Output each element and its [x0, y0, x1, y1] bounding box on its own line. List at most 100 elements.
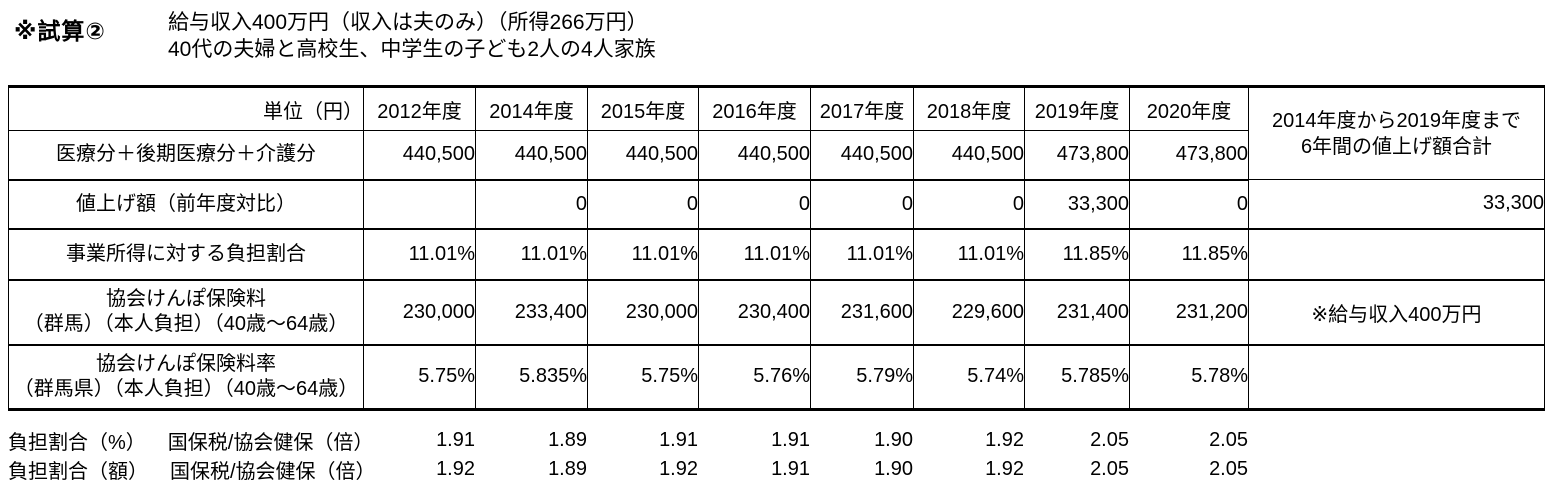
- value-cell: 5.79%: [810, 344, 914, 411]
- table-header-row: 単位（円） 2012年度 2014年度 2015年度 2016年度 2017年度…: [8, 85, 1545, 180]
- value-cell: 0: [475, 179, 588, 230]
- value-cell: 230,000: [363, 279, 476, 346]
- ratio-value: 1.89: [548, 429, 587, 451]
- year-header-2017: 2017年度: [810, 85, 914, 131]
- value-cell: 5.78%: [1129, 344, 1249, 411]
- value-cell: 440,500: [475, 130, 588, 181]
- total-header-line-1: 2014年度から2019年度まで: [1272, 109, 1521, 132]
- year-header-2019: 2019年度: [1024, 85, 1130, 131]
- value-cell: 0: [698, 179, 811, 230]
- value-cell: 11.01%: [475, 228, 588, 281]
- ratio-value: 1.90: [874, 458, 913, 480]
- ratio-label-part-2: 国保税/協会健保（倍）: [167, 432, 374, 454]
- ratio-row-label: 負担割合（%） 国保税/協会健保（倍）: [8, 426, 373, 455]
- value-cell: 473,800: [1129, 130, 1249, 181]
- value-cell: 33,300: [1024, 179, 1130, 230]
- value-cell: 0: [913, 179, 1025, 230]
- value-cell: 5.785%: [1024, 344, 1130, 411]
- value-cell: 440,500: [698, 130, 811, 181]
- value-cell: 230,000: [587, 279, 699, 346]
- total-increase-header-cell: 2014年度から2019年度まで 6年間の値上げ額合計: [1248, 85, 1545, 180]
- value-cell: 233,400: [475, 279, 588, 346]
- row-burden-ratio: 事業所得に対する負担割合 11.01% 11.01% 11.01% 11.01%…: [8, 228, 1545, 281]
- value-cell: 229,600: [913, 279, 1025, 346]
- burden-ratio-summary: 負担割合（%） 国保税/協会健保（倍） 1.91 1.89 1.91 1.91 1…: [8, 426, 1248, 484]
- value-cell: 11.01%: [698, 228, 811, 281]
- value-cell: 231,400: [1024, 279, 1130, 346]
- value-cell: 0: [810, 179, 914, 230]
- value-cell: 231,600: [810, 279, 914, 346]
- empty-side-cell: [1248, 344, 1545, 411]
- total-increase-value: 33,300: [1248, 179, 1545, 230]
- description-line-2: 40代の夫婦と高校生、中学生の子ども2人の4人家族: [168, 38, 656, 61]
- year-header-2018: 2018年度: [913, 85, 1025, 131]
- value-cell: 5.76%: [698, 344, 811, 411]
- row-label: 協会けんぽ保険料率 （群馬県）（本人負担）（40歳～64歳）: [8, 344, 364, 411]
- year-header-2016: 2016年度: [698, 85, 811, 131]
- value-cell: 11.01%: [810, 228, 914, 281]
- ratio-value: 1.92: [985, 458, 1024, 480]
- description-line-1: 給与収入400万円（収入は夫のみ）（所得266万円）: [168, 11, 648, 34]
- value-cell: 0: [1129, 179, 1249, 230]
- ratio-row-amount: 負担割合（額） 国保税/協会健保（倍） 1.92 1.89 1.92 1.91 1…: [8, 455, 1248, 484]
- page-description: 給与収入400万円（収入は夫のみ）（所得266万円） 40代の夫婦と高校生、中学…: [168, 9, 656, 63]
- ratio-value: 1.89: [548, 458, 587, 480]
- page-title: ※試算②: [14, 18, 106, 44]
- value-cell: 440,500: [810, 130, 914, 181]
- ratio-value: 2.05: [1209, 429, 1248, 451]
- row-kyokai-kenpo-rate: 協会けんぽ保険料率 （群馬県）（本人負担）（40歳～64歳） 5.75% 5.8…: [8, 344, 1545, 411]
- row-label-line-1: 協会けんぽ保険料率: [96, 352, 276, 375]
- value-cell: 473,800: [1024, 130, 1130, 181]
- row-label-line-2: （群馬県）（本人負担）（40歳～64歳）: [13, 377, 359, 400]
- value-cell: 0: [587, 179, 699, 230]
- row-label: 事業所得に対する負担割合: [8, 228, 364, 281]
- value-cell: 440,500: [363, 130, 476, 181]
- row-label: 医療分＋後期医療分＋介護分: [8, 130, 364, 181]
- ratio-value: 1.91: [659, 429, 698, 451]
- ratio-value: 2.05: [1209, 458, 1248, 480]
- year-header-2012: 2012年度: [363, 85, 476, 131]
- row-price-increase: 値上げ額（前年度対比） 0 0 0 0 0 33,300 0 33,300: [8, 179, 1545, 230]
- row-medical-total: 医療分＋後期医療分＋介護分 440,500 440,500 440,500 44…: [8, 130, 1545, 181]
- ratio-value: 1.91: [771, 429, 810, 451]
- value-cell: 5.75%: [587, 344, 699, 411]
- value-cell: 440,500: [587, 130, 699, 181]
- ratio-value: 1.92: [985, 429, 1024, 451]
- ratio-value: 1.91: [436, 429, 475, 451]
- unit-label-cell: 単位（円）: [8, 85, 364, 131]
- ratio-value: 1.90: [874, 429, 913, 451]
- estimate-table: 単位（円） 2012年度 2014年度 2015年度 2016年度 2017年度…: [8, 85, 1545, 411]
- empty-side-cell: [1248, 228, 1545, 281]
- ratio-value: 1.92: [436, 458, 475, 480]
- row-kyokai-kenpo-premium: 協会けんぽ保険料 （群馬）（本人負担）（40歳～64歳） 230,000 233…: [8, 279, 1545, 346]
- value-cell: 5.835%: [475, 344, 588, 411]
- row-label-line-1: 協会けんぽ保険料: [106, 288, 266, 310]
- ratio-row-percent: 負担割合（%） 国保税/協会健保（倍） 1.91 1.89 1.91 1.91 1…: [8, 426, 1248, 455]
- value-cell: 11.85%: [1129, 228, 1249, 281]
- year-header-2020: 2020年度: [1129, 85, 1249, 131]
- value-cell: 11.01%: [587, 228, 699, 281]
- year-header-2014: 2014年度: [475, 85, 588, 131]
- ratio-label-part-2: 国保税/協会健保（倍）: [170, 461, 376, 483]
- ratio-row-label: 負担割合（額） 国保税/協会健保（倍）: [8, 455, 376, 484]
- ratio-value: 1.91: [771, 458, 810, 480]
- ratio-value: 2.05: [1090, 458, 1129, 480]
- ratio-value: 1.92: [659, 458, 698, 480]
- value-cell: 230,400: [698, 279, 811, 346]
- value-cell: 11.85%: [1024, 228, 1130, 281]
- row-label-line-2: （群馬）（本人負担）（40歳～64歳）: [23, 313, 349, 335]
- row-label: 協会けんぽ保険料 （群馬）（本人負担）（40歳～64歳）: [8, 279, 364, 346]
- value-cell: 11.01%: [363, 228, 476, 281]
- ratio-label-part-1: 負担割合（額）: [8, 461, 148, 483]
- year-header-2015: 2015年度: [587, 85, 699, 131]
- value-cell: [363, 179, 476, 230]
- value-cell: 231,200: [1129, 279, 1249, 346]
- value-cell: 5.74%: [913, 344, 1025, 411]
- value-cell: 440,500: [913, 130, 1025, 181]
- row-label: 値上げ額（前年度対比）: [8, 179, 364, 230]
- total-header-line-2: 6年間の値上げ額合計: [1300, 135, 1493, 158]
- ratio-label-part-1: 負担割合（%）: [8, 432, 146, 454]
- ratio-value: 2.05: [1090, 429, 1129, 451]
- value-cell: 5.75%: [363, 344, 476, 411]
